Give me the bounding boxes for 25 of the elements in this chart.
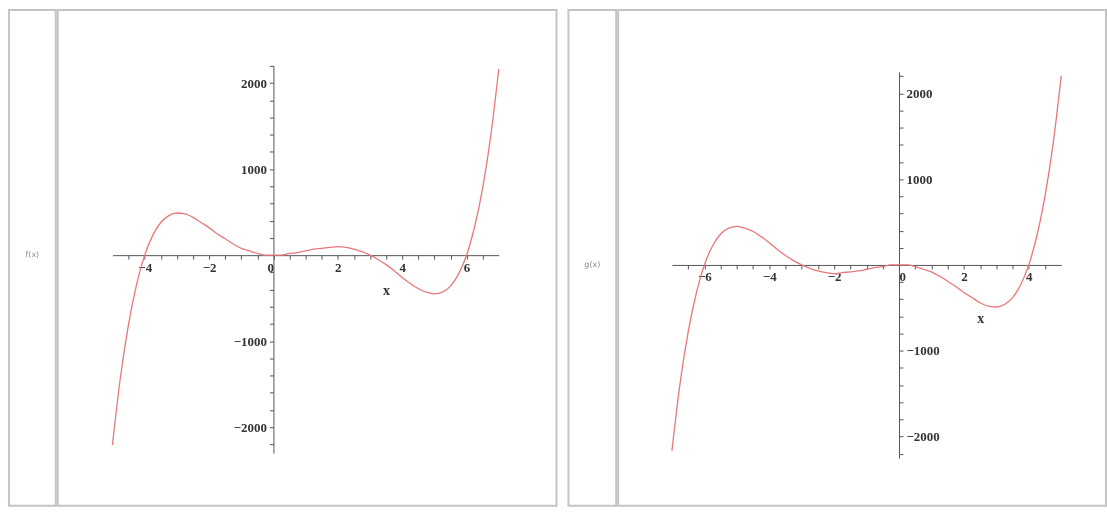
x-tick-label: −4 xyxy=(138,259,153,275)
y-tick-label: 2000 xyxy=(906,85,933,101)
x-tick-label: −2 xyxy=(202,259,217,275)
x-tick-label: 6 xyxy=(463,259,471,275)
y-axis-title: f(x) xyxy=(25,250,40,260)
x-tick-label: 2 xyxy=(335,259,342,275)
y-axis-title: g(x) xyxy=(584,259,601,269)
x-axis-title: x xyxy=(977,311,985,327)
x-tick-label: 4 xyxy=(1026,269,1034,285)
x-tick-label: 2 xyxy=(961,269,968,285)
x-tick-label: −4 xyxy=(762,269,778,285)
y-tick-label: 1000 xyxy=(906,171,933,187)
y-tick-label: −2000 xyxy=(233,419,267,435)
x-tick-label: −6 xyxy=(697,269,713,285)
x-tick-label: 0 xyxy=(267,259,274,275)
y-tick-label: 1000 xyxy=(241,161,267,177)
y-tick-label: −1000 xyxy=(906,343,940,359)
x-tick-label: 0 xyxy=(899,269,906,285)
x-tick-label: 4 xyxy=(399,259,407,275)
y-tick-label: 2000 xyxy=(241,75,267,91)
y-tick-label: −1000 xyxy=(233,333,267,349)
line-series xyxy=(671,75,1062,451)
x-axis-title: x xyxy=(383,283,391,299)
y-tick-label: −2000 xyxy=(906,429,940,445)
line-series xyxy=(111,68,500,446)
